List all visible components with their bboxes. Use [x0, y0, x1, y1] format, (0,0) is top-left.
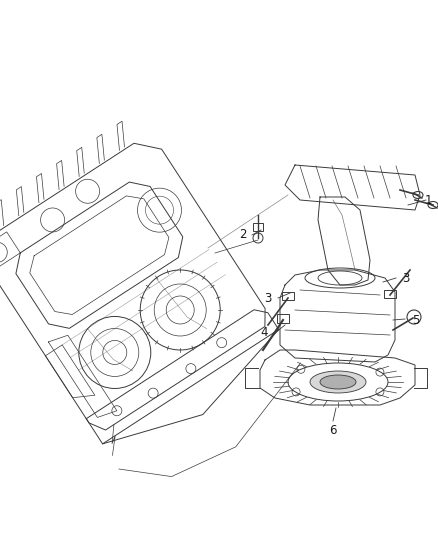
- FancyBboxPatch shape: [282, 292, 294, 300]
- Text: 3: 3: [264, 292, 272, 304]
- Ellipse shape: [320, 375, 356, 389]
- Text: 3: 3: [403, 271, 410, 285]
- Text: 5: 5: [412, 313, 420, 327]
- FancyBboxPatch shape: [253, 223, 263, 231]
- Ellipse shape: [310, 371, 366, 393]
- Text: 1: 1: [424, 193, 432, 206]
- Text: 2: 2: [239, 229, 247, 241]
- Text: 4: 4: [260, 327, 268, 340]
- FancyBboxPatch shape: [384, 290, 396, 298]
- FancyBboxPatch shape: [277, 314, 289, 323]
- Text: 6: 6: [329, 424, 337, 437]
